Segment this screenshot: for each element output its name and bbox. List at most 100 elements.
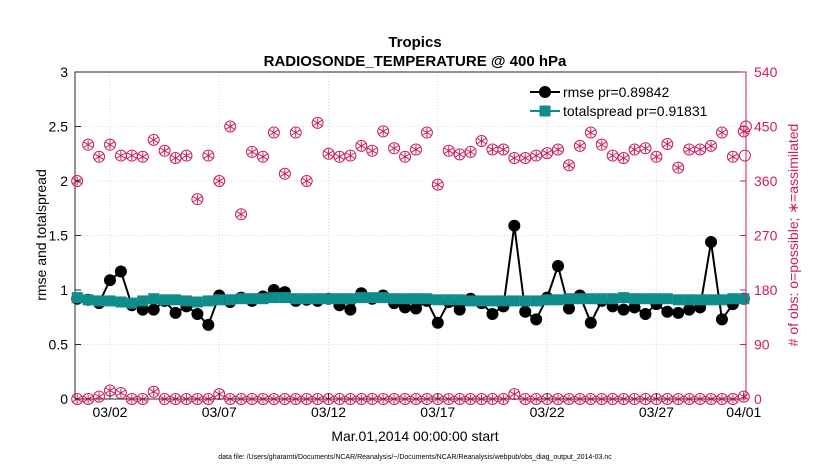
totalspread-point — [333, 293, 345, 305]
asterisk-stroke — [334, 153, 345, 160]
obs-assimilated-marker — [586, 128, 596, 138]
asterisk-stroke — [389, 145, 399, 152]
asterisk-stroke — [673, 395, 684, 403]
y-tick-label: 1 — [60, 282, 68, 298]
obs-bottom-asterisk — [476, 394, 487, 404]
obs-bottom-asterisk — [127, 394, 137, 404]
asterisk-stroke — [695, 395, 705, 403]
obs-possible-marker — [442, 144, 455, 157]
obs-bottom-asterisk — [258, 394, 268, 404]
totalspread-point — [661, 293, 673, 305]
obs-possible-marker — [726, 150, 739, 163]
asterisk-stroke — [192, 395, 203, 403]
obs-bottom-asterisk — [629, 394, 640, 404]
asterisk-stroke — [706, 395, 716, 403]
asterisk-stroke — [148, 136, 159, 143]
asterisk-stroke — [170, 395, 181, 403]
obs-possible-marker — [366, 144, 379, 157]
obs-bottom-asterisk — [684, 394, 694, 404]
asterisk-stroke — [94, 393, 104, 400]
obs-assimilated-marker — [378, 126, 388, 136]
totalspread-point — [344, 293, 356, 305]
asterisk-stroke — [498, 395, 509, 403]
totalspread-point — [191, 296, 203, 308]
obs-bottom-asterisk — [520, 394, 531, 404]
totalspread-point — [563, 293, 575, 305]
obs-bottom-circle — [147, 385, 160, 398]
obs-possible-marker — [344, 149, 357, 162]
totalspread-point — [301, 293, 313, 305]
totalspread-point — [312, 293, 324, 305]
totalspread-point — [508, 295, 520, 307]
asterisk-stroke — [520, 154, 531, 162]
obs-assimilated-marker — [509, 153, 520, 163]
asterisk-stroke — [356, 142, 367, 150]
rmse-point — [136, 303, 149, 316]
obs-bottom-asterisk — [662, 394, 673, 404]
asterisk-stroke — [564, 395, 574, 403]
totalspread-point — [465, 295, 477, 307]
obs-assimilated-marker — [148, 135, 159, 145]
obs-layer — [71, 116, 752, 405]
asterisk-stroke — [334, 395, 345, 403]
legend-rmse-label: rmse pr=0.89842 — [563, 84, 669, 100]
obs-bottom-circle — [213, 388, 226, 401]
obs-bottom-asterisk — [618, 394, 629, 404]
totalspread-point — [705, 294, 717, 306]
asterisk-stroke — [389, 395, 399, 403]
asterisk-stroke — [498, 146, 509, 153]
asterisk-stroke — [422, 129, 432, 136]
obs-bottom-asterisk — [728, 394, 738, 404]
x-tick-label: 03/07 — [202, 404, 237, 420]
obs-possible-marker — [552, 143, 565, 156]
rmse-point — [683, 303, 696, 316]
asterisk-stroke — [586, 395, 596, 403]
asterisk-stroke — [105, 387, 115, 394]
obs-assimilated-marker — [564, 160, 574, 170]
totalspread-point — [541, 294, 553, 306]
obs-bottom-circle — [508, 388, 521, 401]
obs-bottom-asterisk — [673, 394, 684, 404]
obs-assimilated-marker — [596, 140, 607, 150]
totalspread-point — [170, 294, 182, 306]
rmse-point — [584, 316, 597, 329]
obs-assimilated-marker — [159, 146, 170, 156]
obs-assimilated-marker — [83, 140, 93, 150]
legend: rmse pr=0.89842 totalspread pr=0.91831 — [526, 78, 742, 120]
legend-rmse-marker — [539, 86, 551, 98]
obs-possible-marker — [235, 208, 248, 221]
totalspread-point — [93, 295, 105, 307]
obs-possible-marker — [715, 126, 728, 139]
x-tick-label: 03/22 — [530, 404, 565, 420]
totalspread-point — [71, 292, 83, 304]
totalspread-point — [454, 294, 466, 306]
totalspread-point — [476, 295, 488, 307]
obs-bottom-asterisk — [378, 394, 388, 404]
asterisk-stroke — [236, 395, 246, 403]
obs-bottom-asterisk — [345, 394, 356, 404]
totalspread-point — [530, 295, 542, 307]
obs-bottom-asterisk — [159, 394, 170, 404]
asterisk-stroke — [684, 395, 694, 403]
obs-bottom-asterisk — [116, 388, 126, 398]
obs-bottom-asterisk — [487, 394, 498, 404]
asterisk-stroke — [269, 129, 279, 136]
asterisk-stroke — [465, 148, 476, 156]
obs-bottom-asterisk — [586, 394, 596, 404]
obs-assimilated-marker — [553, 145, 563, 155]
asterisk-stroke — [443, 395, 454, 403]
obs-possible-marker — [661, 138, 674, 151]
obs-possible-marker — [377, 125, 390, 138]
obs-assimilated-marker — [312, 118, 323, 128]
asterisk-stroke — [301, 395, 312, 403]
y2-tick-label: 540 — [754, 64, 778, 80]
obs-assimilated-marker — [181, 151, 192, 161]
obs-possible-marker — [202, 149, 215, 162]
obs-possible-marker — [409, 143, 422, 156]
totalspread-point — [235, 293, 247, 305]
obs-bottom-asterisk — [94, 392, 104, 402]
obs-possible-marker — [562, 159, 575, 172]
totalspread-point — [650, 293, 662, 305]
obs-possible-marker — [158, 144, 171, 157]
